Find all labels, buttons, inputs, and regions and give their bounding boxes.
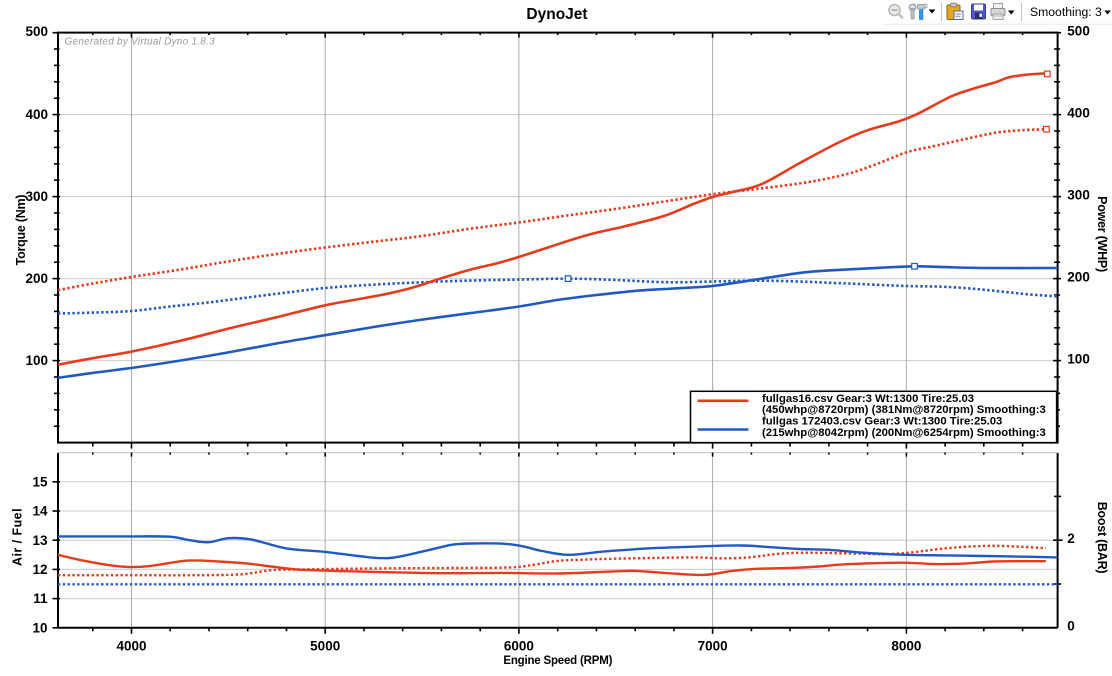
svg-text:0: 0 bbox=[1067, 619, 1075, 634]
svg-text:fullgas16.csv Gear:3 Wt:1300 T: fullgas16.csv Gear:3 Wt:1300 Tire:25.03 bbox=[762, 393, 974, 405]
svg-text:Air / Fuel: Air / Fuel bbox=[11, 508, 25, 566]
svg-text:Generated by Virtual Dyno 1.8.: Generated by Virtual Dyno 1.8.3 bbox=[65, 37, 216, 48]
svg-text:100: 100 bbox=[1067, 352, 1090, 367]
svg-text:400: 400 bbox=[25, 107, 48, 122]
svg-text:300: 300 bbox=[25, 189, 48, 204]
svg-text:Engine Speed (RPM): Engine Speed (RPM) bbox=[503, 655, 612, 667]
svg-text:8000: 8000 bbox=[891, 638, 921, 653]
svg-text:4000: 4000 bbox=[116, 638, 146, 653]
svg-text:13: 13 bbox=[32, 533, 48, 548]
svg-text:200: 200 bbox=[1067, 270, 1090, 285]
svg-text:12: 12 bbox=[32, 562, 47, 577]
svg-text:6000: 6000 bbox=[504, 638, 534, 653]
svg-text:300: 300 bbox=[1067, 188, 1090, 203]
svg-text:5000: 5000 bbox=[310, 638, 340, 653]
svg-text:200: 200 bbox=[25, 271, 48, 286]
svg-text:7000: 7000 bbox=[698, 638, 728, 653]
svg-text:100: 100 bbox=[25, 353, 48, 368]
svg-text:Torque (Nm): Torque (Nm) bbox=[14, 195, 28, 266]
svg-text:500: 500 bbox=[1067, 24, 1090, 39]
svg-text:Smoothing: 3: Smoothing: 3 bbox=[1030, 5, 1102, 19]
svg-text:Boost (BAR): Boost (BAR) bbox=[1095, 502, 1109, 574]
svg-text:(215whp@8042rpm) (200Nm@6254rp: (215whp@8042rpm) (200Nm@6254rpm) Smoothi… bbox=[762, 427, 1046, 439]
svg-text:(450whp@8720rpm) (381Nm@8720rp: (450whp@8720rpm) (381Nm@8720rpm) Smoothi… bbox=[762, 404, 1046, 416]
svg-text:2: 2 bbox=[1067, 531, 1075, 546]
svg-text:Power (WHP): Power (WHP) bbox=[1095, 196, 1109, 272]
svg-text:14: 14 bbox=[32, 504, 48, 519]
svg-text:500: 500 bbox=[25, 24, 48, 39]
svg-text:fullgas 172403.csv Gear:3 Wt:1: fullgas 172403.csv Gear:3 Wt:1300 Tire:2… bbox=[762, 416, 1002, 428]
svg-text:10: 10 bbox=[32, 620, 47, 635]
svg-text:15: 15 bbox=[32, 474, 48, 489]
svg-text:400: 400 bbox=[1067, 106, 1090, 121]
svg-text:DynoJet: DynoJet bbox=[526, 6, 587, 23]
svg-text:11: 11 bbox=[33, 591, 48, 606]
